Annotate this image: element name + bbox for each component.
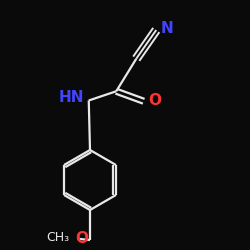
Text: HN: HN xyxy=(59,90,84,106)
Text: O: O xyxy=(148,93,161,108)
Text: N: N xyxy=(161,21,173,36)
Text: CH₃: CH₃ xyxy=(46,231,69,244)
Text: O: O xyxy=(76,231,89,246)
